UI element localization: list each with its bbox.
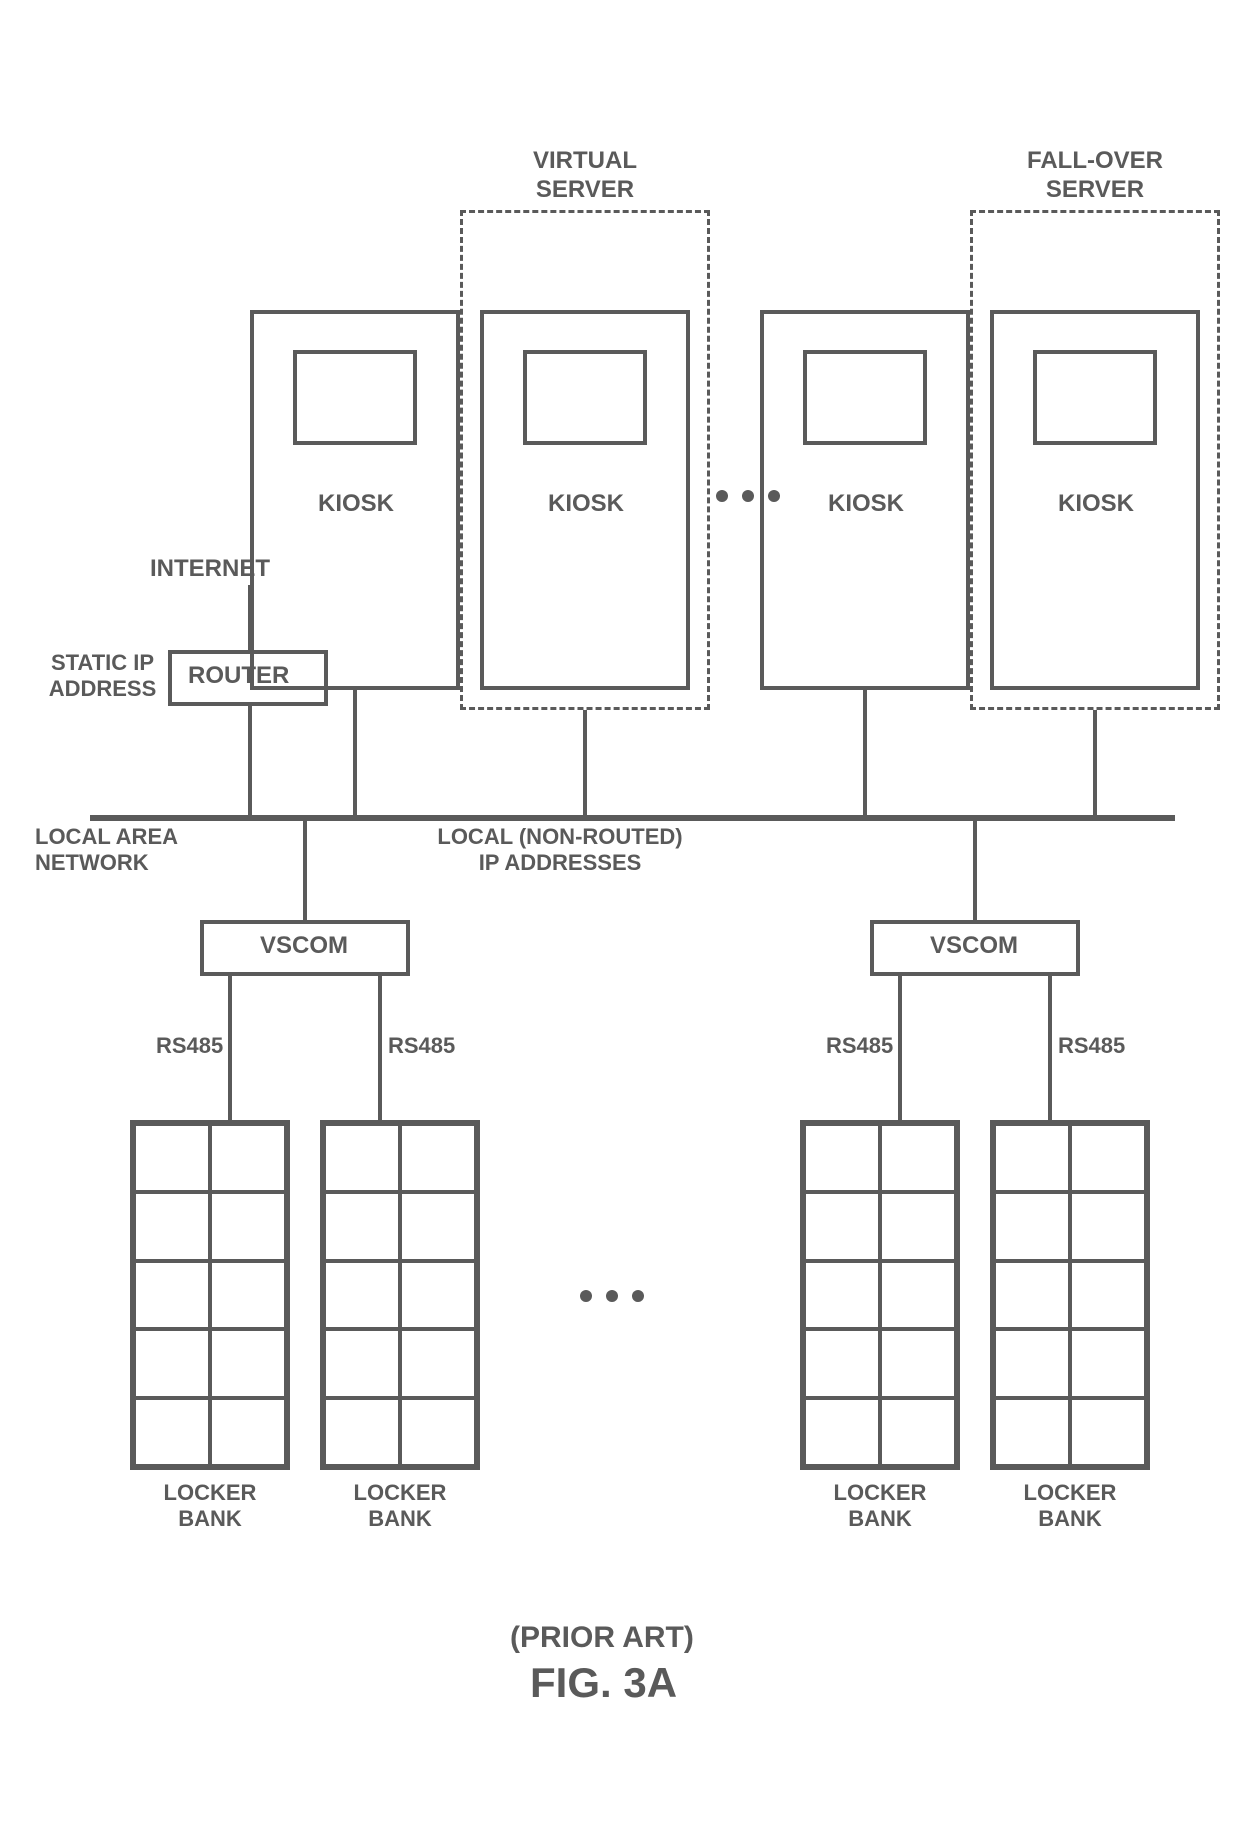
ellipsis-lower (580, 1290, 644, 1302)
kiosk-screen (803, 350, 927, 445)
locker-bank-grid (130, 1120, 290, 1470)
kiosk-label: KIOSK (828, 490, 904, 519)
locker-bank-grid (990, 1120, 1150, 1470)
locker-bank-label: LOCKER BANK (830, 1480, 930, 1533)
locker-bank-label: LOCKER BANK (350, 1480, 450, 1533)
vscom-2-up (973, 821, 977, 920)
kiosk-screen (523, 350, 647, 445)
static-ip-label: STATIC IP ADDRESS (45, 650, 160, 703)
rs485-label: RS485 (826, 1033, 893, 1059)
locker-bank-grid (320, 1120, 480, 1470)
vscom-2-drop-a (898, 976, 902, 1120)
vscom-1-drop-b (378, 976, 382, 1120)
lan-label: LOCAL AREA NETWORK (35, 824, 195, 877)
kiosk-screen (1033, 350, 1157, 445)
figure-caption: FIG. 3A (530, 1658, 677, 1708)
locker-bank-label: LOCKER BANK (1020, 1480, 1120, 1533)
locker-bank-label: LOCKER BANK (160, 1480, 260, 1533)
kiosk-label: KIOSK (1058, 490, 1134, 519)
kiosk-label: KIOSK (548, 490, 624, 519)
local-ip-label: LOCAL (NON-ROUTED) IP ADDRESSES (430, 824, 690, 877)
kiosk-1-drop (353, 690, 357, 815)
virtual-server-label: VIRTUAL SERVER (520, 147, 650, 205)
vscom-label: VSCOM (930, 932, 1018, 961)
vscom-2-drop-b (1048, 976, 1052, 1120)
fallover-server-label: FALL-OVER SERVER (1020, 147, 1170, 205)
kiosk-label: KIOSK (318, 490, 394, 519)
rs485-label: RS485 (388, 1033, 455, 1059)
rs485-label: RS485 (1058, 1033, 1125, 1059)
vscom-1-up (303, 821, 307, 920)
rs485-label: RS485 (156, 1033, 223, 1059)
kiosk-3-drop (863, 690, 867, 815)
prior-art-caption: (PRIOR ART) (510, 1620, 694, 1656)
lan-bus (90, 815, 1175, 821)
router-drop (248, 706, 252, 815)
kiosk-2-drop (583, 710, 587, 815)
kiosk-screen (293, 350, 417, 445)
kiosk-4-drop (1093, 710, 1097, 815)
vscom-label: VSCOM (260, 932, 348, 961)
locker-bank-grid (800, 1120, 960, 1470)
vscom-1-drop-a (228, 976, 232, 1120)
